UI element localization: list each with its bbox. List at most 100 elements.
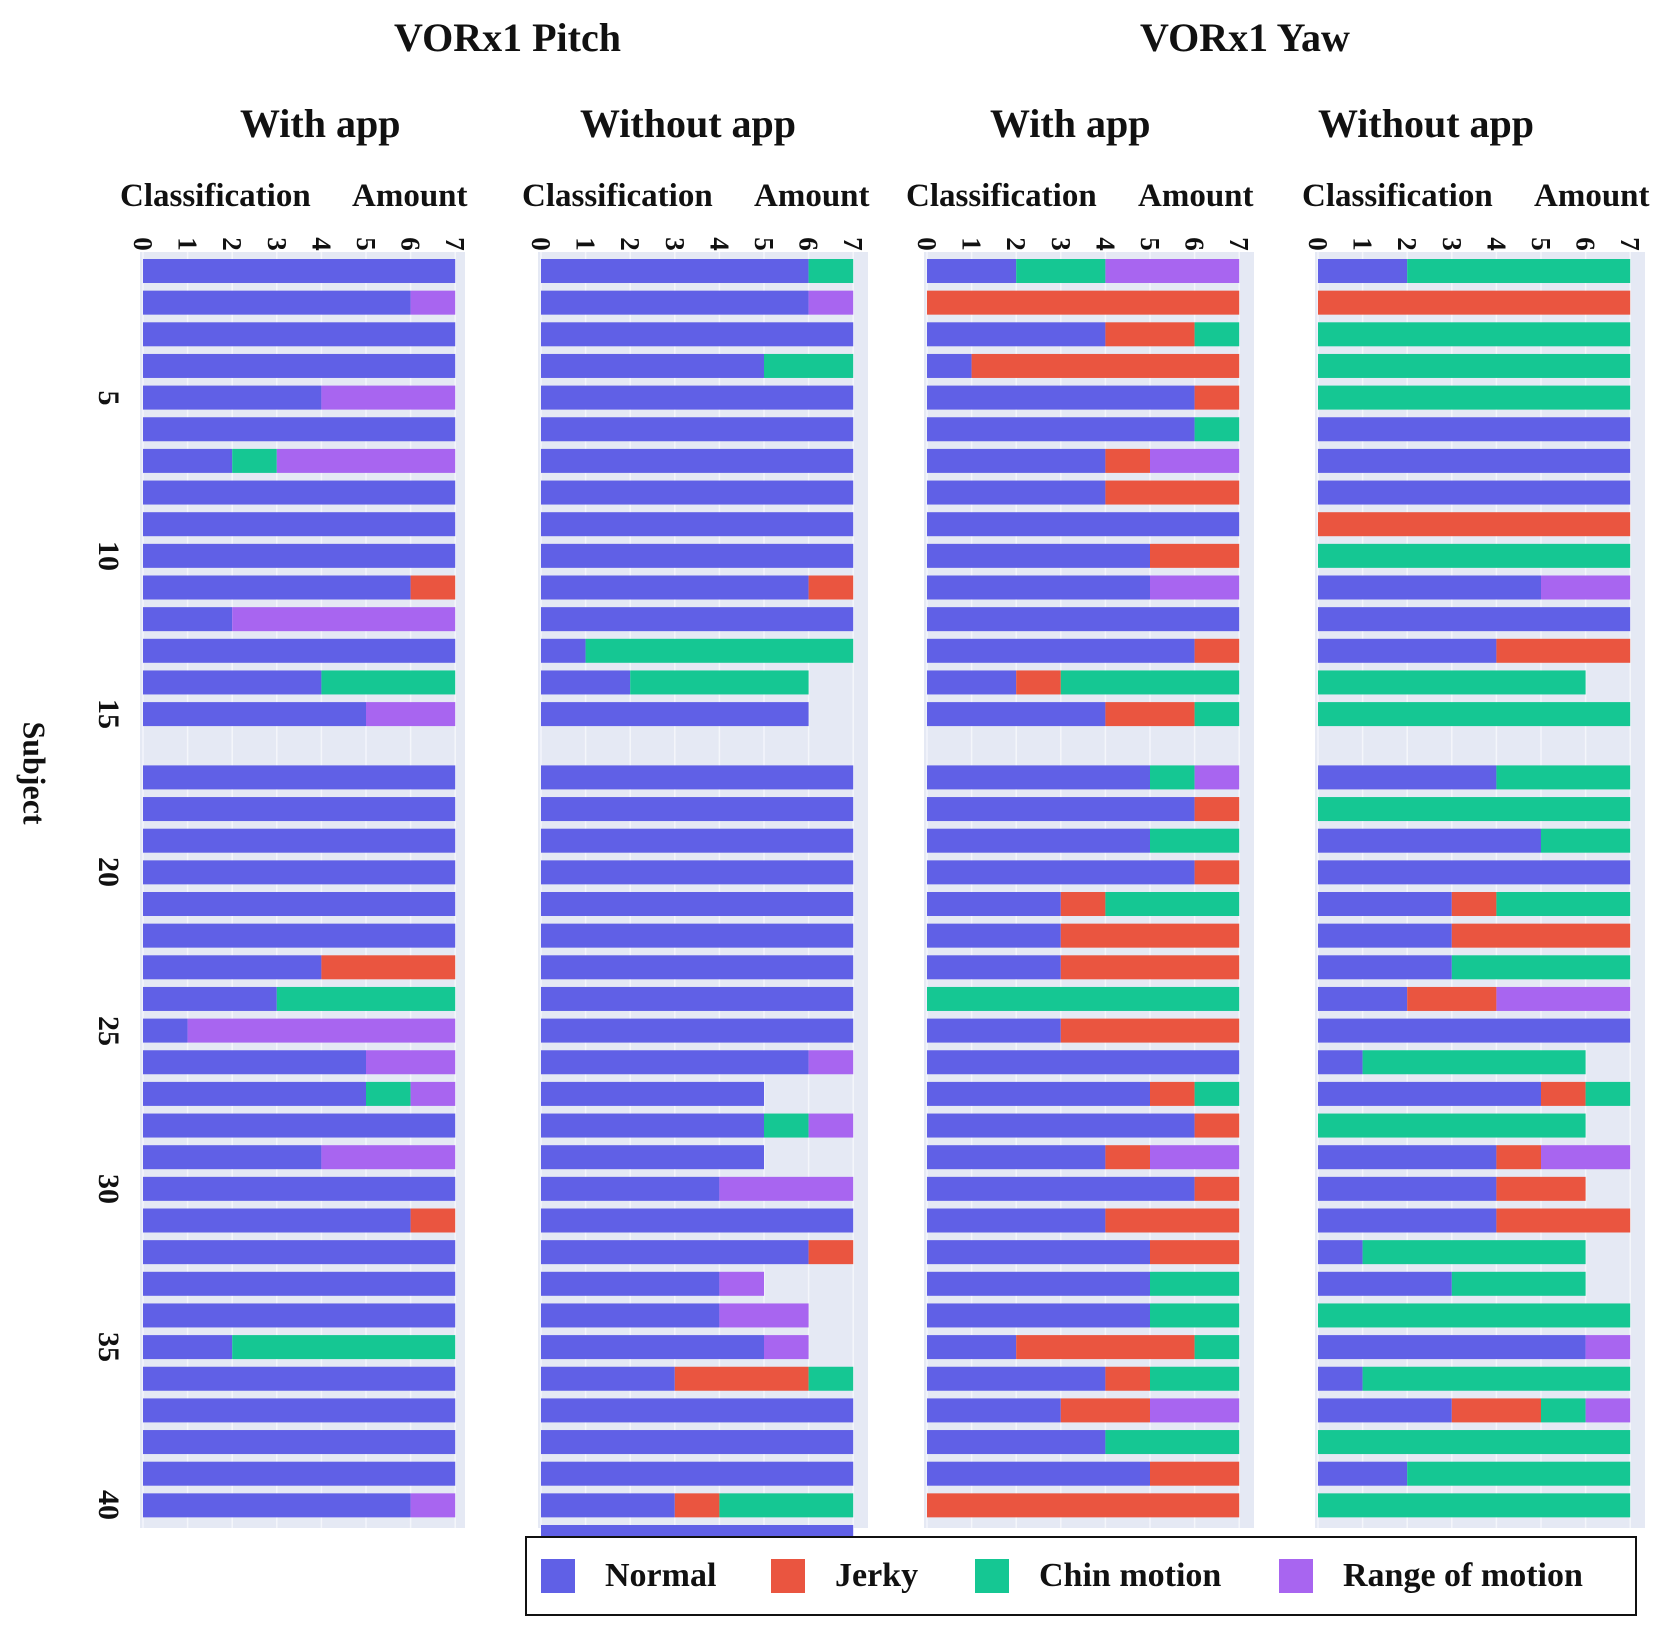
bar-jerky-p3-s2 [1318,290,1631,315]
x-tick-label-0-4: 4 [306,237,336,251]
bar-range-of-motion-p2-s11 [1150,575,1240,600]
bar-chin-motion-p0-s14 [321,670,456,695]
bar-jerky-p2-s8 [1105,480,1240,505]
bar-chin-motion-p3-s10 [1318,543,1631,568]
bar-chin-motion-p1-s40 [719,1493,854,1518]
bar-chin-motion-p2-s38 [1105,1430,1240,1455]
bar-chin-motion-p3-s15 [1318,702,1631,727]
bar-normal-p0-s28 [143,1113,456,1138]
bar-range-of-motion-p1-s33 [719,1271,764,1296]
bar-normal-p3-s11 [1318,575,1541,600]
bar-normal-p3-s31 [1318,1208,1497,1233]
bar-normal-p1-s18 [541,797,854,822]
bar-range-of-motion-p0-s7 [276,448,456,473]
bar-jerky-p1-s36 [674,1366,809,1391]
x-tick-label-1-7: 7 [838,237,868,251]
xlabel-amount-p0: Amount [352,178,468,214]
bar-normal-p2-s17 [927,765,1150,790]
bar-normal-p0-s17 [143,765,456,790]
bar-normal-p2-s34 [927,1303,1150,1328]
y-axis-title: Subject [16,721,53,825]
bar-chin-motion-p2-s14 [1060,670,1240,695]
bar-normal-p2-s15 [927,702,1106,727]
y-tick-label-5: 5 [92,390,125,406]
bar-range-of-motion-p1-s34 [719,1303,809,1328]
bar-normal-p0-s4 [143,353,456,378]
x-tick-label-1-2: 2 [615,237,645,251]
bar-jerky-p2-s32 [1150,1240,1240,1265]
y-tick-label-20: 20 [92,857,125,888]
bar-normal-p1-s1 [541,259,809,283]
bar-chin-motion-p2-s34 [1150,1303,1240,1328]
y-tick-label-35: 35 [92,1332,125,1363]
bar-chin-motion-p3-s17 [1496,765,1631,790]
y-tick-label-25: 25 [92,1015,125,1046]
xlabel-classification-p3: Classification [1302,178,1493,214]
legend-swatch-normal [541,1559,575,1593]
bar-jerky-p0-s31 [410,1208,456,1233]
bar-normal-p2-s25 [927,1018,1061,1043]
xlabel-classification-p1: Classification [522,178,713,214]
bar-range-of-motion-p3-s29 [1541,1145,1631,1170]
bar-normal-p1-s11 [541,575,809,600]
bar-normal-p1-s27 [541,1081,764,1106]
bar-jerky-p2-s5 [1194,385,1240,410]
bar-normal-p2-s21 [927,892,1061,916]
bar-normal-p1-s3 [541,322,854,347]
bar-normal-p2-s9 [927,512,1240,537]
bar-jerky-p2-s22 [1060,923,1240,948]
legend-item-jerky: Jerky [771,1538,918,1614]
bar-normal-p2-s26 [927,1050,1240,1075]
bar-normal-p2-s4 [927,353,972,378]
bar-jerky-p2-s13 [1194,638,1240,663]
bar-normal-p2-s22 [927,923,1061,948]
x-tick-label-2-6: 6 [1180,237,1210,251]
bar-normal-p0-s8 [143,480,456,505]
bar-jerky-p2-s31 [1105,1208,1240,1233]
xlabel-classification-p0: Classification [120,178,311,214]
legend-label-normal: Normal [605,1557,717,1594]
x-tick-label-1-0: 0 [526,237,556,251]
bar-normal-p0-s21 [143,892,456,916]
y-tick-label-30: 30 [92,1173,125,1204]
bar-jerky-p2-s37 [1060,1398,1150,1423]
bar-normal-p1-s14 [541,670,631,695]
bar-normal-p1-s37 [541,1398,854,1423]
bar-chin-motion-p1-s13 [585,638,854,663]
bar-jerky-p3-s31 [1496,1208,1631,1233]
bar-normal-p1-s8 [541,480,854,505]
bar-chin-motion-p0-s7 [232,448,277,473]
bar-normal-p2-s10 [927,543,1150,568]
bar-chin-motion-p3-s19 [1541,828,1631,853]
bar-normal-p1-s40 [541,1493,675,1518]
bar-chin-motion-p2-s15 [1194,702,1240,727]
bar-jerky-p3-s30 [1496,1176,1586,1201]
bar-chin-motion-p3-s23 [1451,955,1631,980]
y-tick-label-40: 40 [92,1490,125,1521]
x-tick-label-1-3: 3 [660,237,690,251]
bar-chin-motion-p2-s36 [1150,1366,1240,1391]
bar-chin-motion-p1-s1 [808,259,854,283]
bar-jerky-p3-s29 [1496,1145,1541,1170]
x-tick-label-0-2: 2 [217,237,247,251]
bar-normal-p3-s20 [1318,860,1631,885]
bar-normal-p1-s25 [541,1018,854,1043]
bar-normal-p0-s27 [143,1081,366,1106]
bar-normal-p2-s39 [927,1461,1150,1486]
bar-range-of-motion-p1-s28 [808,1113,854,1138]
x-tick-label-2-5: 5 [1135,237,1165,251]
bar-normal-p3-s39 [1318,1461,1408,1486]
bar-normal-p0-s29 [143,1145,322,1170]
legend-item-normal: Normal [541,1538,716,1614]
bar-jerky-p1-s40 [674,1493,720,1518]
bar-normal-p3-s29 [1318,1145,1497,1170]
bar-chin-motion-p3-s3 [1318,322,1631,347]
bar-normal-p2-s18 [927,797,1195,822]
bar-range-of-motion-p3-s24 [1496,986,1631,1011]
bar-normal-p3-s36 [1318,1366,1363,1391]
bar-chin-motion-p1-s28 [764,1113,809,1138]
bar-normal-p1-s38 [541,1430,854,1455]
bar-normal-p2-s35 [927,1335,1017,1360]
bar-jerky-p3-s37 [1451,1398,1541,1423]
bar-normal-p3-s7 [1318,448,1631,473]
